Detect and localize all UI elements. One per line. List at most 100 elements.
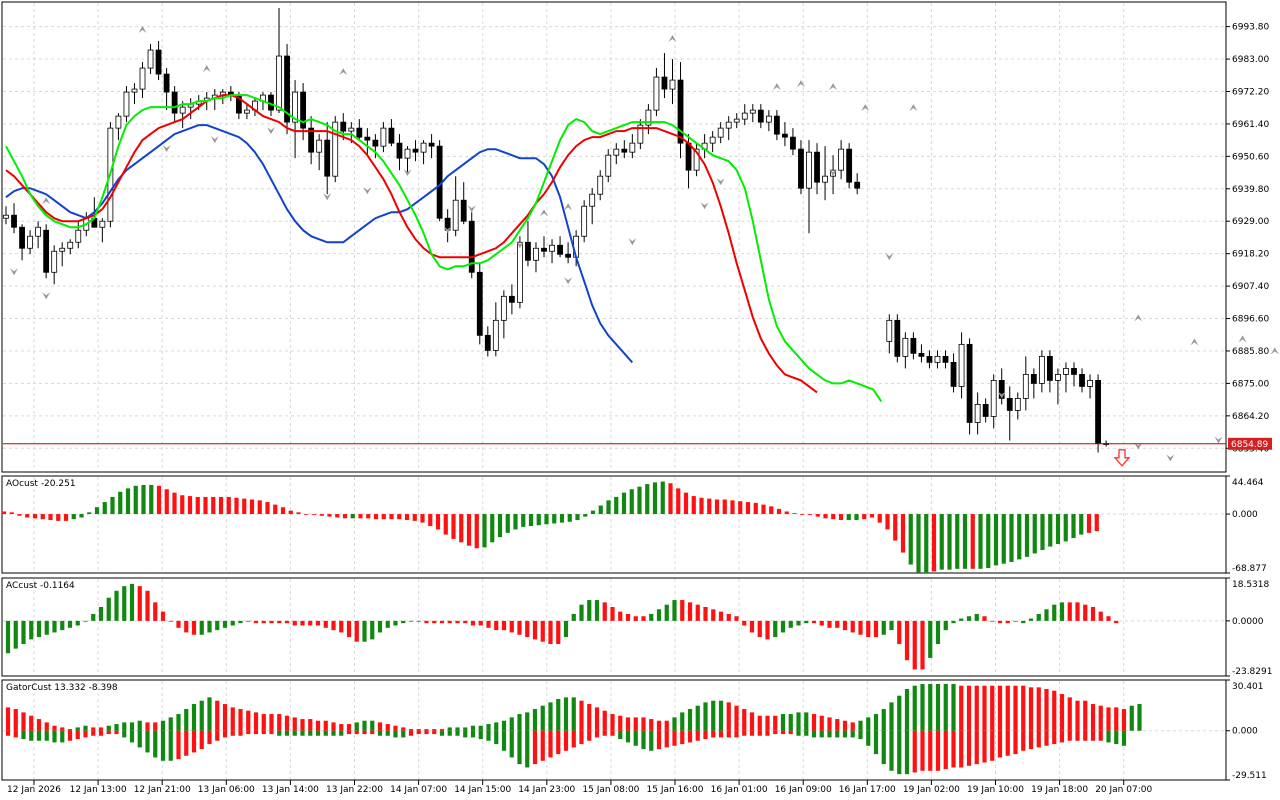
histogram-bar bbox=[284, 620, 290, 624]
bid-price-label: 6854.89 bbox=[1231, 440, 1268, 450]
gator-upper-bar bbox=[532, 709, 538, 731]
histogram-bar bbox=[288, 510, 293, 515]
fractal-down-icon bbox=[700, 202, 709, 210]
histogram-bar bbox=[207, 620, 212, 633]
candle-bearish bbox=[340, 121, 347, 132]
histogram-bar bbox=[699, 497, 704, 515]
time-label: 12 Jan 2026 bbox=[7, 785, 61, 795]
gator-lower-bar bbox=[44, 730, 49, 741]
gator-lower-bar bbox=[897, 730, 902, 775]
histogram-bar bbox=[962, 514, 968, 569]
gator-lower-bar bbox=[494, 730, 499, 745]
fractal-up-icon bbox=[202, 65, 211, 73]
price-tick-label: 6918.20 bbox=[1232, 250, 1269, 260]
histogram-bar bbox=[17, 514, 22, 516]
gator-lower-bar bbox=[230, 730, 235, 736]
histogram-bar bbox=[366, 514, 371, 519]
histogram-bar bbox=[296, 512, 301, 515]
indicator-tick-label: -29.511 bbox=[1232, 771, 1267, 781]
candle-bullish bbox=[838, 148, 845, 171]
candle-bullish bbox=[958, 343, 965, 387]
histogram-bar bbox=[637, 486, 642, 515]
histogram-bar bbox=[342, 514, 348, 519]
gator-upper-bar bbox=[920, 684, 925, 731]
time-axis[interactable]: 12 Jan 2026 12 Jan 13:00 12 Jan 21:00 13 Ja… bbox=[7, 780, 1152, 795]
price-tick-label: 6993.80 bbox=[1232, 23, 1269, 33]
gator-upper-bar bbox=[1005, 685, 1010, 731]
gator-upper-bar bbox=[556, 699, 561, 731]
gator-lower-bar bbox=[470, 730, 476, 738]
histogram-bar bbox=[614, 496, 619, 515]
fractal-down-icon bbox=[443, 226, 452, 234]
fractal-down-icon bbox=[210, 136, 219, 144]
histogram-bar bbox=[881, 620, 886, 635]
gator-upper-bar bbox=[447, 727, 452, 731]
bid-price-label-bg bbox=[1228, 437, 1272, 450]
histogram-bar bbox=[656, 609, 662, 621]
candle-bearish bbox=[998, 380, 1005, 399]
candle-bearish bbox=[460, 199, 467, 222]
gator-upper-bar bbox=[83, 725, 88, 731]
sell-arrow-icon bbox=[1113, 449, 1131, 467]
fractal-down-icon bbox=[403, 169, 412, 177]
histogram-bar bbox=[176, 620, 181, 628]
candle-bullish bbox=[902, 337, 909, 357]
indicator-tick-label: 44.464 bbox=[1232, 478, 1264, 488]
histogram-bar bbox=[172, 492, 177, 515]
gator-lower-bar bbox=[91, 730, 96, 736]
ac-panel[interactable]: ACcust -0.1164 bbox=[5, 581, 1119, 670]
candle-bearish bbox=[412, 148, 419, 153]
gator-lower-bar bbox=[959, 730, 964, 768]
histogram-bar bbox=[749, 620, 755, 633]
histogram-bar bbox=[459, 514, 464, 543]
fractal-down-icon bbox=[515, 241, 524, 249]
gator-lower-bar bbox=[98, 730, 104, 736]
histogram-bar bbox=[466, 514, 472, 546]
gator-upper-bar bbox=[253, 712, 259, 731]
histogram-bar bbox=[718, 611, 724, 621]
gator-lower-bar bbox=[114, 730, 119, 735]
gator-lower-bar bbox=[424, 730, 429, 735]
gator-lower-bar bbox=[176, 730, 181, 760]
histogram-bar bbox=[900, 514, 906, 553]
histogram-bar bbox=[707, 498, 712, 515]
histogram-bar bbox=[590, 510, 596, 515]
histogram-bar bbox=[373, 514, 379, 520]
gator-panel[interactable]: GatorCust 13.332 -8.398 bbox=[5, 683, 1142, 775]
histogram-bar bbox=[238, 620, 243, 624]
histogram-bar bbox=[974, 613, 979, 621]
fractal-up-icon bbox=[1134, 314, 1143, 322]
fractal-down-icon bbox=[266, 127, 275, 135]
ao-panel[interactable]: AOcust -20.251 bbox=[1, 479, 1099, 574]
candle-bullish bbox=[653, 76, 660, 111]
histogram-bar bbox=[478, 620, 483, 626]
histogram-bar bbox=[959, 618, 964, 621]
gator-lower-bar bbox=[1059, 730, 1065, 743]
histogram-bar bbox=[889, 620, 894, 631]
candle-bullish bbox=[581, 205, 588, 237]
gator-upper-bar bbox=[726, 702, 731, 731]
price-panel[interactable] bbox=[3, 0, 1279, 467]
fractal-down-icon bbox=[467, 205, 476, 213]
histogram-bar bbox=[982, 616, 987, 621]
candle-bearish bbox=[846, 148, 853, 183]
price-axis[interactable]: 6993.80 6983.00 6972.20 6961.40 6950.60 6939.… bbox=[1226, 23, 1272, 781]
gator-upper-bar bbox=[602, 710, 607, 731]
gator-lower-bar bbox=[649, 730, 654, 751]
gator-upper-bar bbox=[122, 722, 127, 731]
histogram-bar bbox=[494, 620, 499, 631]
gator-upper-bar bbox=[951, 684, 956, 731]
gator-upper-bar bbox=[780, 714, 786, 731]
histogram-bar bbox=[63, 514, 69, 521]
candle-bearish bbox=[396, 142, 403, 159]
candle-bullish bbox=[179, 106, 186, 114]
gator-upper-bar bbox=[664, 720, 669, 731]
gator-upper-bar bbox=[1137, 704, 1142, 731]
histogram-bar bbox=[308, 620, 313, 626]
histogram-bar bbox=[67, 620, 73, 628]
histogram-bar bbox=[1067, 602, 1072, 621]
gator-upper-bar bbox=[331, 722, 336, 731]
histogram-bar bbox=[470, 620, 476, 626]
histogram-bar bbox=[300, 620, 305, 626]
